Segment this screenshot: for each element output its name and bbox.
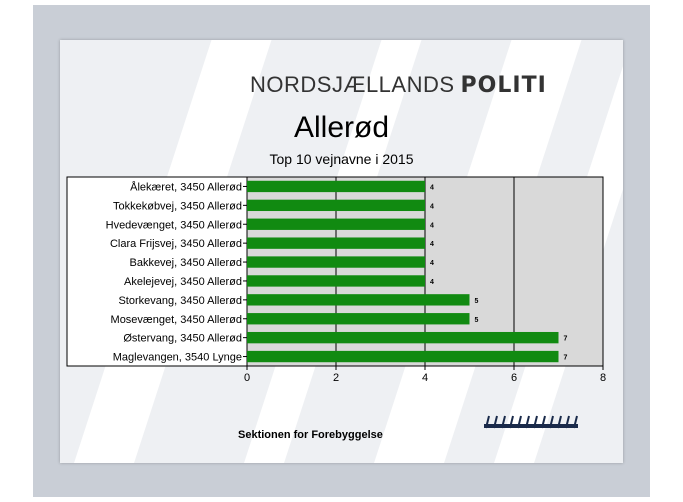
category-label: Maglevangen, 3540 Lynge — [113, 352, 242, 364]
brand-bold-text: POLITI — [460, 73, 547, 98]
brand-light-text: NORDSJÆLLANDS — [250, 72, 455, 97]
bar — [247, 313, 470, 325]
x-tick-label: 2 — [333, 372, 339, 384]
category-label: Mosevænget, 3450 Allerød — [111, 314, 242, 326]
page-subtitle: Top 10 vejnavne i 2015 — [269, 151, 414, 167]
category-label: Tokkekøbvej, 3450 Allerød — [113, 200, 242, 212]
x-tick-label: 6 — [511, 372, 517, 384]
brand-logo: NORDSJÆLLANDS POLITI — [250, 72, 580, 102]
data-label: 4 — [430, 260, 434, 267]
data-label: 4 — [430, 184, 434, 191]
bar — [247, 331, 559, 344]
bar — [247, 199, 425, 212]
data-label: 4 — [430, 222, 434, 229]
bar — [247, 275, 425, 287]
category-label: Storkevang, 3450 Allerød — [118, 295, 242, 307]
page-title: Allerød — [293, 111, 390, 144]
category-label: Akelejevej, 3450 Allerød — [124, 276, 242, 288]
stripe-logo-icon — [484, 415, 578, 429]
category-label: Clara Frijsvej, 3450 Allerød — [110, 238, 242, 250]
category-label: Bakkevej, 3450 Allerød — [129, 257, 242, 269]
bar — [247, 180, 425, 193]
x-tick-label: 0 — [244, 372, 250, 384]
x-tick-label: 4 — [422, 372, 428, 384]
bar — [247, 350, 559, 363]
data-label: 4 — [430, 241, 434, 248]
footer-department: Sektionen for Forebyggelse — [238, 429, 383, 441]
data-label: 7 — [564, 336, 568, 343]
x-tick-label: 8 — [600, 372, 606, 384]
data-label: 4 — [430, 203, 434, 210]
data-label: 7 — [564, 355, 568, 362]
data-label: 5 — [475, 298, 479, 305]
bar — [247, 256, 425, 268]
data-label: 5 — [475, 317, 479, 324]
category-label: Hvedevænget, 3450 Allerød — [106, 219, 242, 231]
bar — [247, 218, 425, 230]
category-label: Østervang, 3450 Allerød — [123, 333, 242, 345]
bar — [247, 294, 470, 306]
category-label: Ålekæret, 3450 Allerød — [130, 180, 242, 193]
data-label: 4 — [430, 279, 434, 286]
bar — [247, 237, 425, 249]
